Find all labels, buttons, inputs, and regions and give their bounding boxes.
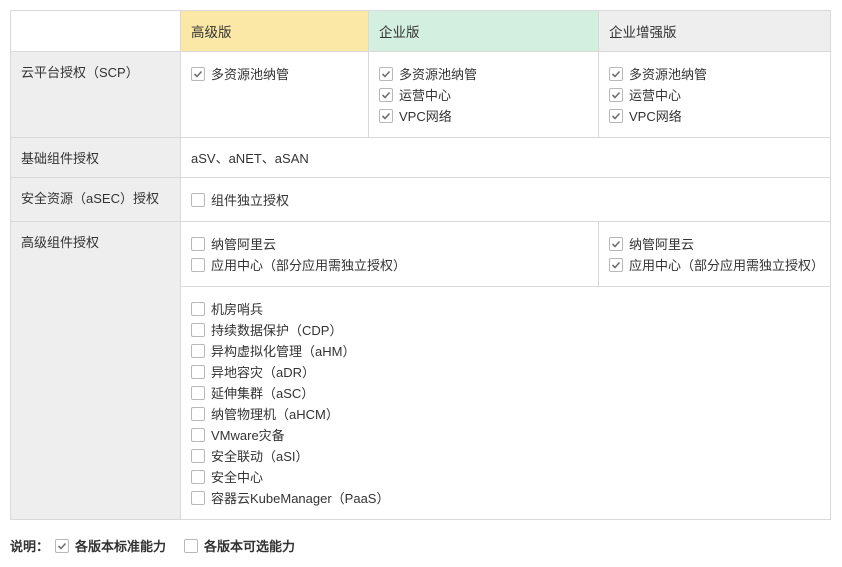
row-scp-enterprise: 多资源池纳管运营中心 VPC网络 — [369, 52, 599, 138]
scp-enhanced-item-2: VPC网络 — [609, 106, 820, 125]
row-scp-advanced: 多资源池纳管 — [181, 52, 369, 138]
advcomp-right-item-0: 纳管阿里云 — [609, 234, 820, 253]
advcomp-addon-item-8-label: 安全中心 — [211, 467, 263, 486]
legend-optional: 各版本可选能力 — [184, 534, 295, 557]
row-scp-label: 云平台授权（SCP） — [11, 52, 181, 138]
scp-enterprise-item-2: VPC网络 — [379, 106, 588, 125]
header-row: 高级版 企业版 企业增强版 — [11, 11, 831, 52]
legend-optional-item-label: 各版本可选能力 — [204, 536, 295, 555]
row-base: 基础组件授权 aSV、aNET、aSAN — [11, 138, 831, 178]
advcomp-addon-item-0: 机房哨兵 — [191, 299, 389, 318]
checkbox-checked-icon — [609, 237, 623, 251]
row-scp-enhanced: 多资源池纳管运营中心 VPC网络 — [599, 52, 831, 138]
advcomp-addon-item-7: 安全联动（aSI） — [191, 446, 389, 465]
checkbox-unchecked-icon — [191, 237, 205, 251]
scp-enhanced-item-1: 运营中心 — [609, 85, 820, 104]
checkbox-checked-icon — [191, 67, 205, 81]
scp-enterprise-item-0: 多资源池纳管 — [379, 64, 588, 83]
legend-title: 说明： — [10, 536, 49, 555]
advcomp-left-item-1-label: 应用中心（部分应用需独立授权） — [211, 255, 406, 274]
scp-enterprise-item-1-label: 运营中心 — [399, 85, 451, 104]
advcomp-right-item-1: 应用中心（部分应用需独立授权） — [609, 255, 820, 274]
scp-enhanced-item-0: 多资源池纳管 — [609, 64, 820, 83]
row-advcomp-left: 纳管阿里云应用中心（部分应用需独立授权） — [181, 222, 599, 287]
scp-enhanced-item-0-label: 多资源池纳管 — [629, 64, 707, 83]
legend-standard-item-label: 各版本标准能力 — [75, 536, 166, 555]
checkbox-unchecked-icon — [191, 302, 205, 316]
advcomp-addon-item-2-label: 异构虚拟化管理（aHM） — [211, 341, 355, 360]
checkbox-checked-icon — [55, 539, 69, 553]
scp-enterprise-item-1: 运营中心 — [379, 85, 588, 104]
advcomp-addon-item-4: 延伸集群（aSC） — [191, 383, 389, 402]
scp-enhanced-item-2-label: VPC网络 — [629, 106, 682, 125]
advcomp-addon-item-5-label: 纳管物理机（aHCM） — [211, 404, 339, 423]
scp-advanced-item-0-label: 多资源池纳管 — [211, 64, 289, 83]
checkbox-unchecked-icon — [191, 407, 205, 421]
asec-item-label: 组件独立授权 — [211, 190, 289, 209]
checkbox-unchecked-icon — [191, 491, 205, 505]
scp-enterprise-item-2-label: VPC网络 — [399, 106, 452, 125]
advcomp-left-item-0: 纳管阿里云 — [191, 234, 588, 253]
checkbox-checked-icon — [379, 88, 393, 102]
advcomp-addon-item-2: 异构虚拟化管理（aHM） — [191, 341, 389, 360]
checkbox-unchecked-icon — [191, 365, 205, 379]
checkbox-checked-icon — [379, 109, 393, 123]
row-scp: 云平台授权（SCP） 多资源池纳管 多资源池纳管运营中心VPC网络 多资源池纳管… — [11, 52, 831, 138]
checkbox-checked-icon — [609, 258, 623, 272]
legend: 说明： 各版本标准能力 各版本可选能力 — [10, 534, 832, 557]
checkbox-unchecked-icon — [191, 323, 205, 337]
checkbox-unchecked-icon — [191, 470, 205, 484]
row-asec-item: 组件独立授权 — [181, 178, 831, 222]
header-empty — [11, 11, 181, 52]
advcomp-left-item-1: 应用中心（部分应用需独立授权） — [191, 255, 588, 274]
advcomp-addon-item-9-label: 容器云KubeManager（PaaS） — [211, 488, 389, 507]
comparison-table: 高级版 企业版 企业增强版 云平台授权（SCP） 多资源池纳管 多资源池纳管运营… — [10, 10, 831, 520]
scp-enterprise-item-0-label: 多资源池纳管 — [399, 64, 477, 83]
header-enterprise: 企业版 — [369, 11, 599, 52]
checkbox-unchecked-icon — [191, 386, 205, 400]
header-advanced: 高级版 — [181, 11, 369, 52]
row-advcomp-label: 高级组件授权 — [11, 222, 181, 520]
advcomp-addon-item-5: 纳管物理机（aHCM） — [191, 404, 389, 423]
checkbox-checked-icon — [609, 109, 623, 123]
advcomp-addon-item-1: 持续数据保护（CDP） — [191, 320, 389, 339]
legend-optional-item: 各版本可选能力 — [184, 536, 295, 555]
header-enhanced: 企业增强版 — [599, 11, 831, 52]
checkbox-checked-icon — [609, 88, 623, 102]
legend-standard-item: 各版本标准能力 — [55, 536, 166, 555]
advcomp-addon-item-1-label: 持续数据保护（CDP） — [211, 320, 342, 339]
row-base-label: 基础组件授权 — [11, 138, 181, 178]
checkbox-checked-icon — [379, 67, 393, 81]
checkbox-unchecked-icon — [191, 428, 205, 442]
checkbox-unchecked-icon — [191, 193, 205, 207]
scp-advanced-item-0: 多资源池纳管 — [191, 64, 358, 83]
scp-enhanced-item-1-label: 运营中心 — [629, 85, 681, 104]
row-advcomp-addons: 机房哨兵持续数据保护（CDP） 异构虚拟化管理（aHM） 异地容灾（aDR） 延伸集群… — [181, 287, 831, 520]
advcomp-addon-item-4-label: 延伸集群（aSC） — [211, 383, 314, 402]
advcomp-left-item-0-label: 纳管阿里云 — [211, 234, 276, 253]
advcomp-addon-item-6: VMware灾备 — [191, 425, 389, 444]
checkbox-checked-icon — [609, 67, 623, 81]
legend-standard: 各版本标准能力 — [55, 534, 166, 557]
row-asec-label: 安全资源（aSEC）授权 — [11, 178, 181, 222]
advcomp-right-item-1-label: 应用中心（部分应用需独立授权） — [629, 255, 820, 274]
checkbox-unchecked-icon — [191, 344, 205, 358]
row-advcomp-right: 纳管阿里云应用中心（部分应用需独立授权） — [599, 222, 831, 287]
advcomp-addon-item-7-label: 安全联动（aSI） — [211, 446, 309, 465]
advcomp-addon-item-3-label: 异地容灾（aDR） — [211, 362, 315, 381]
advcomp-addon-item-8: 安全中心 — [191, 467, 389, 486]
advcomp-addon-item-9: 容器云KubeManager（PaaS） — [191, 488, 389, 507]
checkbox-unchecked-icon — [191, 258, 205, 272]
checkbox-unchecked-icon — [191, 449, 205, 463]
advcomp-addon-item-0-label: 机房哨兵 — [211, 299, 263, 318]
asec-item: 组件独立授权 — [191, 190, 289, 209]
row-asec: 安全资源（aSEC）授权 组件独立授权 — [11, 178, 831, 222]
row-advcomp-1: 高级组件授权 纳管阿里云应用中心（部分应用需独立授权） 纳管阿里云应用中心（部分… — [11, 222, 831, 287]
advcomp-right-item-0-label: 纳管阿里云 — [629, 234, 694, 253]
advcomp-addon-item-6-label: VMware灾备 — [211, 425, 285, 444]
checkbox-unchecked-icon — [184, 539, 198, 553]
row-base-text: aSV、aNET、aSAN — [181, 138, 831, 178]
advcomp-addon-item-3: 异地容灾（aDR） — [191, 362, 389, 381]
